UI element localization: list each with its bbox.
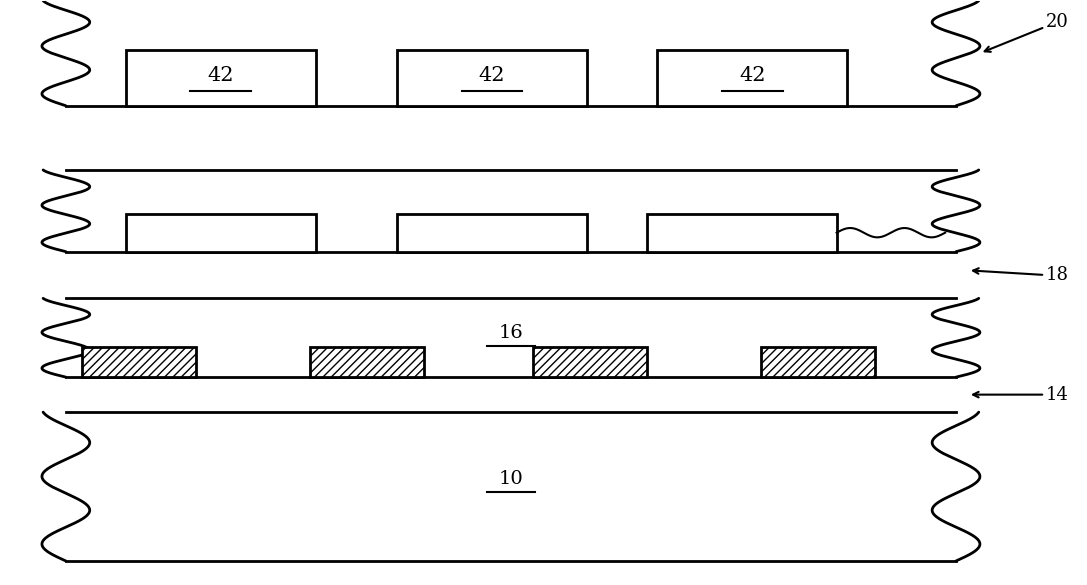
- Text: 14: 14: [1046, 386, 1069, 404]
- Bar: [658, 50, 848, 106]
- Bar: [761, 347, 875, 377]
- Text: 18: 18: [1046, 266, 1070, 284]
- Bar: [83, 347, 196, 377]
- Bar: [397, 214, 587, 252]
- Bar: [310, 347, 424, 377]
- Text: 42: 42: [739, 66, 765, 85]
- Bar: [125, 214, 315, 252]
- Text: 20: 20: [1046, 13, 1069, 31]
- Text: 42: 42: [208, 66, 234, 85]
- Bar: [647, 214, 837, 252]
- Text: 16: 16: [499, 324, 523, 342]
- Text: 10: 10: [499, 470, 523, 488]
- Bar: [533, 347, 647, 377]
- Bar: [125, 50, 315, 106]
- Text: 42: 42: [478, 66, 505, 85]
- Bar: [397, 50, 587, 106]
